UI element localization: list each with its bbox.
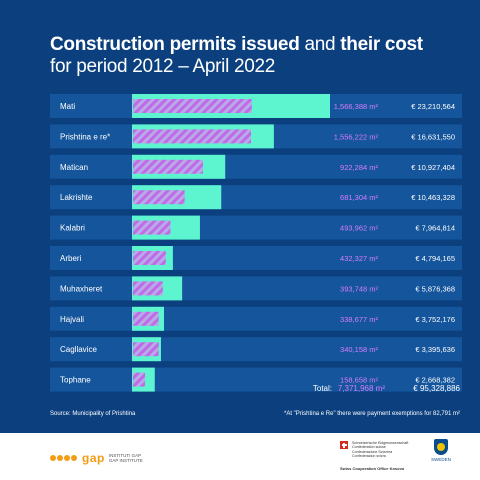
cost-value-label: € 10,927,404 [411, 163, 455, 172]
row-band [50, 154, 462, 179]
footnote: *At "Prishtina e Re" there were payment … [283, 411, 460, 417]
category-label: Prishtina e re* [60, 132, 110, 141]
row-band [50, 337, 462, 362]
swiss-line-3: Confederazione Svizzera [352, 449, 393, 454]
total-label: Total: [313, 384, 332, 393]
gap-logo: gap INSTITUTI GAP GAP INSTITUTE [50, 451, 143, 465]
area-value-label: 922,284 m² [340, 163, 378, 172]
category-label: Kalabri [60, 224, 85, 233]
area-value-label: 1,556,222 m² [334, 132, 379, 141]
chart-title: Construction permits issued and their co… [50, 34, 423, 78]
title-connector: and [304, 34, 336, 55]
area-value-label: 1,566,388 m² [334, 102, 379, 111]
swiss-line-2: Confédération suisse [352, 445, 386, 450]
cost-value-label: € 2,668,382 [415, 376, 455, 385]
area-value-label: 681,304 m² [340, 193, 378, 202]
cost-value-label: € 23,210,564 [411, 102, 455, 111]
area-value-label: 493,962 m² [340, 224, 378, 233]
area-bar [133, 342, 159, 357]
category-label: Cagllavice [60, 345, 97, 354]
row-band [50, 306, 462, 331]
source-note: Source: Municipality of Prishtina [50, 411, 136, 417]
category-label: Mati [60, 102, 75, 111]
swiss-text: Schweizerische Eidgenossenschaft Confédé… [352, 441, 408, 458]
sweden-crest-icon [434, 439, 448, 455]
area-bar [133, 99, 252, 113]
category-label: Arberi [60, 254, 82, 263]
area-bar [133, 220, 171, 235]
cost-value-label: € 10,463,328 [411, 193, 455, 202]
row-band [50, 276, 462, 301]
cost-value-label: € 3,752,176 [415, 315, 455, 324]
row-band [50, 185, 462, 210]
gap-dots-icon [50, 455, 77, 461]
cost-value-label: € 5,876,368 [415, 284, 455, 293]
swiss-office-label: Swiss Cooperation Office Kosovo [340, 466, 405, 471]
swiss-line-4: Confederaziun svizra [352, 453, 386, 458]
gap-logo-subtitle: INSTITUTI GAP GAP INSTITUTE [109, 453, 143, 463]
cost-value-label: € 4,794,165 [415, 254, 455, 263]
gap-wordmark: gap [82, 451, 105, 465]
area-value-label: 393,748 m² [340, 284, 378, 293]
area-bar [133, 372, 146, 387]
gap-sub-1: INSTITUTI GAP [108, 453, 142, 458]
area-bar [133, 281, 163, 296]
row-band [50, 215, 462, 240]
row-band [50, 246, 462, 270]
category-label: Muhaxheret [60, 284, 103, 293]
cost-value-label: € 16,631,550 [411, 132, 455, 141]
category-label: Matican [60, 163, 88, 172]
area-bar [133, 190, 185, 205]
area-value-label: 338,677 m² [340, 315, 378, 324]
category-label: Tophane [60, 376, 91, 385]
gap-sub-2: GAP INSTITUTE [108, 458, 143, 463]
area-value-label: 340,158 m² [340, 345, 378, 354]
swiss-flag-icon [340, 441, 348, 449]
area-bar [133, 251, 166, 265]
sweden-label: SWEDEN [431, 457, 451, 462]
area-bar [133, 311, 159, 326]
area-bar [133, 159, 203, 174]
title-bold-2: their cost [340, 34, 423, 55]
area-value-label: 158,658 m² [340, 376, 378, 385]
cost-value-label: € 7,964,814 [415, 224, 455, 233]
total-cost-value: € 95,328,886 [413, 384, 460, 393]
cost-value-label: € 3,395,636 [415, 345, 455, 354]
sweden-logo: SWEDEN [430, 439, 452, 462]
area-bar [133, 129, 252, 144]
title-bold-1: Construction permits issued [50, 34, 300, 55]
area-value-label: 432,327 m² [340, 254, 378, 263]
category-label: Lakrishte [60, 193, 93, 202]
total-area-value: 7,371,968 m² [338, 384, 385, 393]
logo-strip: gap INSTITUTI GAP GAP INSTITUTE Schweize… [0, 433, 480, 480]
swiss-line-1: Schweizerische Eidgenossenschaft [352, 441, 409, 445]
row-band [50, 367, 462, 392]
chart-subtitle: for period 2012 – April 2022 [50, 56, 276, 77]
category-label: Hajvali [60, 315, 84, 324]
